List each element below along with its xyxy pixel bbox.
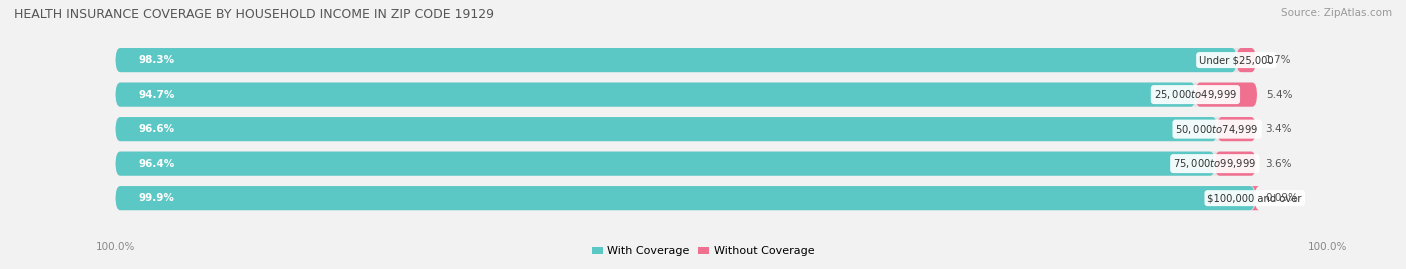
FancyBboxPatch shape <box>1251 186 1260 210</box>
Text: $25,000 to $49,999: $25,000 to $49,999 <box>1154 88 1237 101</box>
Text: 5.4%: 5.4% <box>1267 90 1292 100</box>
Text: 98.3%: 98.3% <box>138 55 174 65</box>
Text: 94.7%: 94.7% <box>138 90 174 100</box>
Text: 100.0%: 100.0% <box>1308 242 1347 253</box>
Text: 96.4%: 96.4% <box>138 159 174 169</box>
FancyBboxPatch shape <box>115 151 1256 176</box>
Text: 3.4%: 3.4% <box>1265 124 1292 134</box>
Text: $100,000 and over: $100,000 and over <box>1208 193 1302 203</box>
FancyBboxPatch shape <box>115 117 1256 141</box>
Text: Source: ZipAtlas.com: Source: ZipAtlas.com <box>1281 8 1392 18</box>
Text: $50,000 to $74,999: $50,000 to $74,999 <box>1175 123 1258 136</box>
Text: 96.6%: 96.6% <box>138 124 174 134</box>
FancyBboxPatch shape <box>1236 48 1256 72</box>
FancyBboxPatch shape <box>115 48 1256 72</box>
Text: 3.6%: 3.6% <box>1265 159 1292 169</box>
FancyBboxPatch shape <box>115 83 1256 107</box>
FancyBboxPatch shape <box>1218 117 1256 141</box>
FancyBboxPatch shape <box>115 186 1254 210</box>
Text: Under $25,000: Under $25,000 <box>1199 55 1274 65</box>
FancyBboxPatch shape <box>115 117 1218 141</box>
Text: HEALTH INSURANCE COVERAGE BY HOUSEHOLD INCOME IN ZIP CODE 19129: HEALTH INSURANCE COVERAGE BY HOUSEHOLD I… <box>14 8 494 21</box>
Text: 1.7%: 1.7% <box>1265 55 1292 65</box>
FancyBboxPatch shape <box>115 83 1195 107</box>
Text: $75,000 to $99,999: $75,000 to $99,999 <box>1173 157 1257 170</box>
Text: 99.9%: 99.9% <box>138 193 174 203</box>
FancyBboxPatch shape <box>115 186 1256 210</box>
Text: 100.0%: 100.0% <box>96 242 135 253</box>
FancyBboxPatch shape <box>115 48 1236 72</box>
FancyBboxPatch shape <box>1215 151 1256 176</box>
FancyBboxPatch shape <box>115 151 1215 176</box>
FancyBboxPatch shape <box>1195 83 1257 107</box>
Legend: With Coverage, Without Coverage: With Coverage, Without Coverage <box>588 242 818 261</box>
Text: 0.09%: 0.09% <box>1265 193 1298 203</box>
